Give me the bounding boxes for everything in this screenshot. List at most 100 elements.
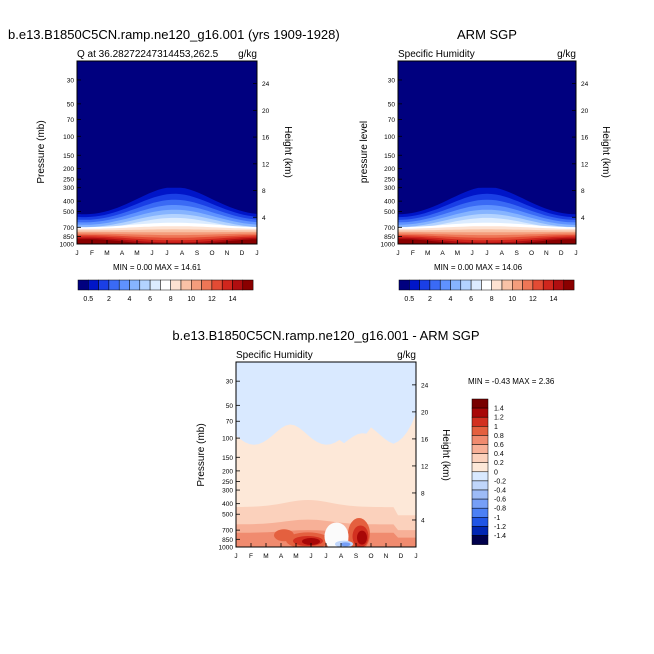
- colorbar-label: -1: [494, 515, 500, 522]
- y-tick-label: 500: [222, 512, 233, 519]
- y-tick-label: 400: [63, 199, 74, 206]
- y-right-tick-label: 20: [421, 409, 429, 416]
- y-right-tick-label: 4: [581, 215, 585, 222]
- x-tick-label: F: [411, 250, 415, 257]
- x-tick-label: M: [455, 250, 460, 257]
- colorbar-cell: [108, 279, 120, 291]
- colorbar-cell: [221, 279, 233, 291]
- y-right-tick-label: 8: [262, 188, 266, 195]
- x-tick-label: M: [134, 250, 139, 257]
- panel-obs-title: ARM SGP: [457, 27, 517, 42]
- colorbar-cell: [139, 279, 151, 291]
- colorbar-cell: [429, 279, 441, 291]
- colorbar-cell: [88, 279, 99, 291]
- colorbar-label: 8: [490, 296, 494, 303]
- x-tick-label: F: [249, 553, 253, 560]
- colorbar-label: -1.2: [494, 524, 506, 531]
- colorbar-cell: [450, 279, 462, 291]
- colorbar-cell: [471, 453, 489, 463]
- x-tick-label: J: [234, 553, 237, 560]
- y-tick-label: 150: [384, 153, 395, 160]
- x-tick-label: J: [75, 250, 78, 257]
- panel-model: b.e13.B1850C5CN.ramp.ne120_g16.001 (yrs …: [8, 27, 340, 303]
- colorbar-cell: [460, 279, 472, 291]
- y-right-tick-label: 16: [421, 436, 429, 443]
- y-tick-label: 850: [63, 234, 74, 241]
- x-tick-label: A: [500, 250, 505, 257]
- y-right-tick-label: 24: [421, 382, 429, 389]
- colorbar-label: 1: [494, 424, 498, 431]
- x-tick-label: J: [485, 250, 488, 257]
- y-tick-label: 30: [388, 77, 396, 84]
- x-tick-label: A: [440, 250, 445, 257]
- x-tick-label: S: [195, 250, 200, 257]
- colorbar-label: 0.5: [83, 296, 93, 303]
- y-tick-label: 700: [63, 225, 74, 232]
- y-right-tick-label: 20: [262, 108, 270, 115]
- colorbar-label: 4: [128, 296, 132, 303]
- panel-model-contour-field: [77, 61, 257, 244]
- x-tick-label: M: [104, 250, 109, 257]
- y-right-tick-label: 24: [581, 81, 589, 88]
- colorbar-label: -0.2: [494, 478, 506, 485]
- contour-blob: [302, 537, 320, 545]
- colorbar-cell: [512, 279, 523, 291]
- y-tick-label: 150: [63, 153, 74, 160]
- x-tick-label: D: [240, 250, 245, 257]
- colorbar-label: -1.4: [494, 533, 506, 540]
- y-right-tick-label: 8: [421, 490, 425, 497]
- colorbar-label: 10: [508, 296, 516, 303]
- colorbar-label: 2: [107, 296, 111, 303]
- panel-diff-ylabel: Pressure (mb): [196, 423, 207, 486]
- colorbar-cell: [471, 444, 489, 454]
- panel-model-units: g/kg: [238, 49, 257, 60]
- x-tick-label: M: [425, 250, 430, 257]
- y-tick-label: 70: [67, 117, 75, 124]
- colorbar-label: 6: [469, 296, 473, 303]
- y-tick-label: 200: [222, 468, 233, 475]
- y-tick-label: 70: [226, 419, 234, 426]
- x-tick-label: J: [396, 250, 399, 257]
- y-tick-label: 300: [222, 488, 233, 495]
- x-tick-label: M: [263, 553, 268, 560]
- x-tick-label: J: [309, 553, 312, 560]
- y-right-tick-label: 4: [262, 215, 266, 222]
- colorbar-cell: [471, 416, 489, 427]
- colorbar-label: 0.6: [494, 442, 504, 449]
- panel-model-title: b.e13.B1850C5CN.ramp.ne120_g16.001 (yrs …: [8, 27, 340, 42]
- colorbar-label: 2: [428, 296, 432, 303]
- colorbar-cell: [471, 535, 489, 545]
- panel-diff-subtitle: Specific Humidity: [236, 350, 313, 361]
- panel-obs-ylabel: pressure level: [359, 121, 370, 183]
- y-tick-label: 400: [384, 199, 395, 206]
- x-tick-label: A: [120, 250, 125, 257]
- colorbar-cell: [242, 279, 254, 291]
- x-tick-label: N: [225, 250, 230, 257]
- colorbar-label: 4: [449, 296, 453, 303]
- contour-blob: [357, 530, 367, 545]
- y-tick-label: 500: [384, 209, 395, 216]
- x-tick-label: J: [574, 250, 577, 257]
- panel-diff-contour-field: [236, 362, 416, 547]
- colorbar-label: 6: [148, 296, 152, 303]
- contour-blob: [246, 534, 271, 545]
- colorbar-label: 0.5: [404, 296, 414, 303]
- y-tick-label: 200: [384, 166, 395, 173]
- x-tick-label: J: [165, 250, 168, 257]
- colorbar-cell: [211, 279, 223, 291]
- y-tick-label: 100: [384, 134, 395, 141]
- colorbar-cell: [471, 489, 489, 500]
- panel-model-colorbar: 0.5 2 4 6 8 10 12 14: [77, 279, 254, 303]
- colorbar-label: 0.8: [494, 433, 504, 440]
- x-tick-label: A: [339, 553, 344, 560]
- x-tick-label: O: [368, 553, 373, 560]
- colorbar-label: 12: [529, 296, 537, 303]
- colorbar-cell: [542, 279, 554, 291]
- y-right-tick-label: 8: [581, 188, 585, 195]
- colorbar-cell: [471, 435, 489, 445]
- colorbar-label: 0.2: [494, 460, 504, 467]
- colorbar-cell: [180, 279, 192, 291]
- panel-diff-stats: MIN = -0.43 MAX = 2.36: [468, 377, 555, 386]
